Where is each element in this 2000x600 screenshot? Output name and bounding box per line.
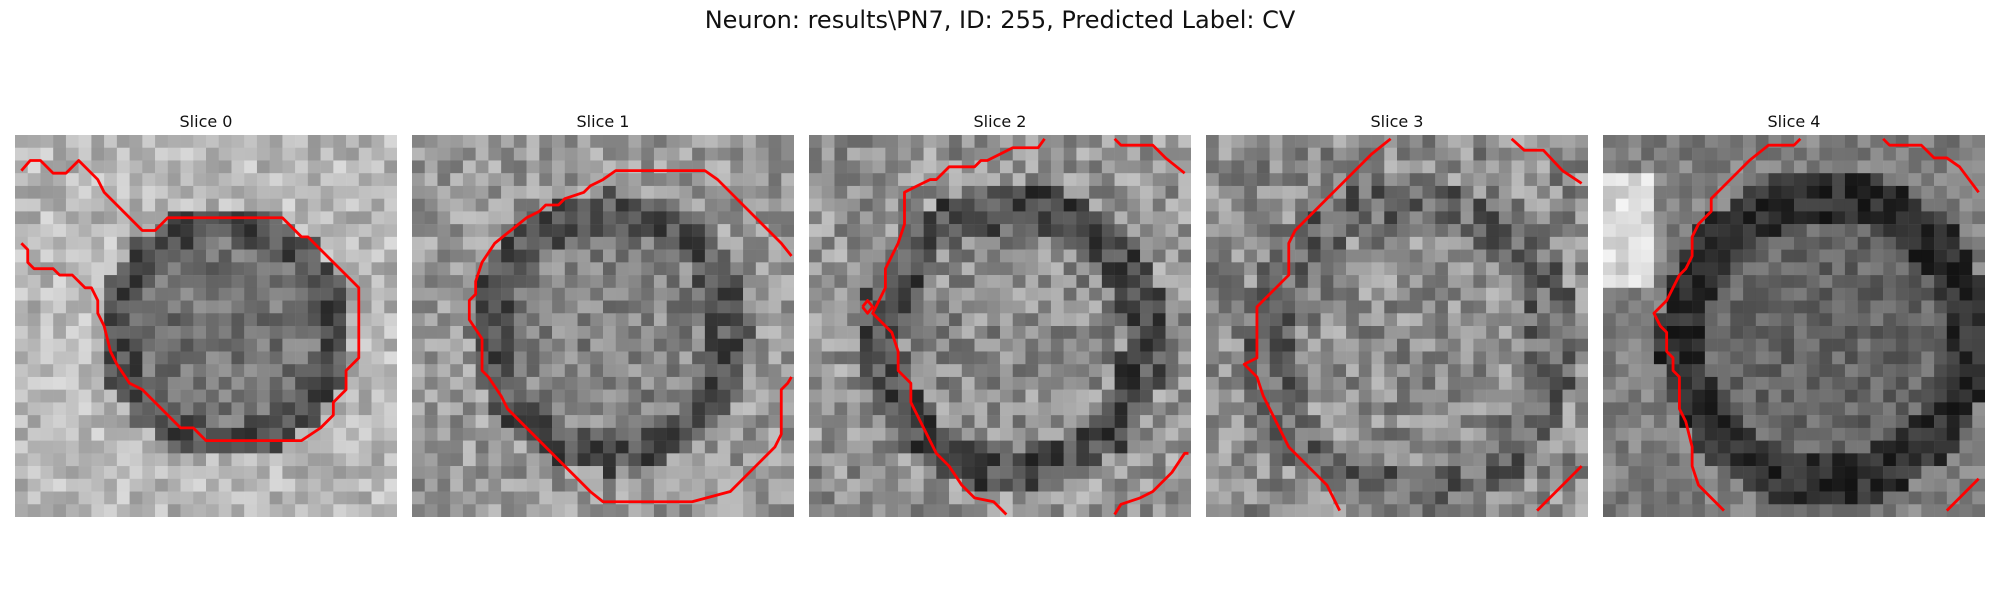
slice-image-2: [809, 135, 1191, 517]
contour-line: [1242, 137, 1392, 512]
pixel-grid: [15, 135, 397, 517]
slice-image-3: [1206, 135, 1588, 517]
slice-panel-4: Slice 4: [1603, 110, 1985, 517]
slice-image-1: [412, 135, 794, 517]
contour-line: [1945, 477, 1980, 512]
contour-line: [861, 299, 875, 315]
contour-line: [1113, 137, 1186, 175]
contour-line: [20, 159, 361, 443]
contour-line: [1510, 137, 1583, 185]
slice-title-0: Slice 0: [179, 112, 233, 131]
contour-line: [1882, 137, 1980, 194]
slice-panel-1: Slice 1: [412, 110, 794, 517]
slice-title-1: Slice 1: [576, 112, 630, 131]
slice-panel-3: Slice 3: [1206, 110, 1588, 517]
pixel-grid: [1206, 135, 1588, 517]
slice-title-2: Slice 2: [973, 112, 1027, 131]
figure-title: Neuron: results\PN7, ID: 255, Predicted …: [704, 6, 1296, 34]
pixel-grid: [1603, 135, 1985, 517]
contour-line: [1536, 465, 1583, 512]
contour-line: [1652, 137, 1802, 512]
slice-panel-2: Slice 2: [809, 110, 1191, 517]
slice-image-0: [15, 135, 397, 517]
pixel-grid: [412, 135, 794, 517]
slice-title-4: Slice 4: [1767, 112, 1821, 131]
slice-image-4: [1603, 135, 1985, 517]
slice-panel-0: Slice 0: [15, 110, 397, 517]
pixel-grid: [809, 135, 1191, 517]
contour-line: [467, 169, 793, 504]
contour-line: [1113, 451, 1189, 516]
contour-line: [871, 138, 1046, 516]
slice-title-3: Slice 3: [1370, 112, 1424, 131]
